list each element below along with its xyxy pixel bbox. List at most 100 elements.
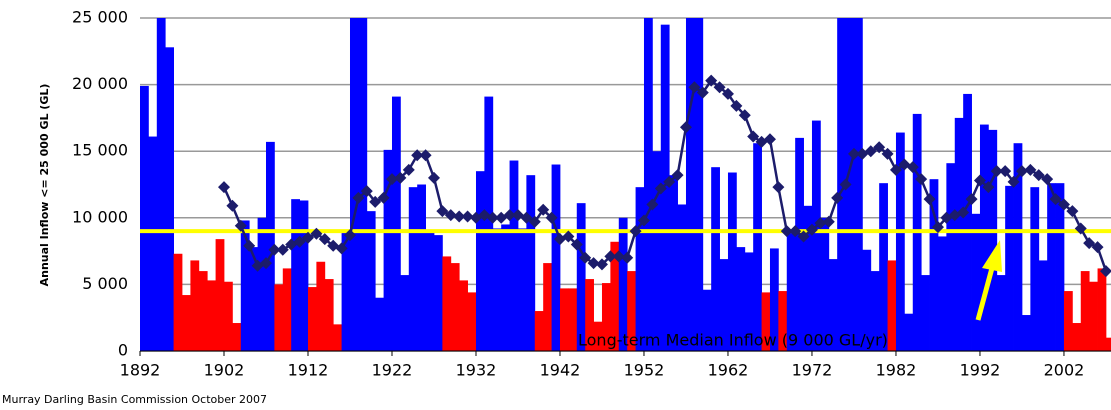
marker [906,161,919,174]
marker [217,181,230,194]
marker [411,149,424,162]
bar [173,253,183,351]
bar [501,224,510,351]
bar [568,288,578,351]
bar [223,281,233,351]
marker [713,81,726,94]
marker [1041,173,1054,186]
marker [831,191,844,204]
marker [721,87,734,100]
bar [946,163,956,351]
x-tick-label: 1932 [456,361,497,380]
marker [797,230,810,243]
x-tick-label: 1942 [540,361,581,380]
bar [610,241,620,351]
bar [517,228,527,351]
marker [730,99,743,112]
bar [467,292,477,351]
bar [627,271,636,351]
marker [427,171,440,184]
bar [736,247,746,351]
marker [310,227,323,240]
x-tick-label: 1962 [708,361,749,380]
bar [265,141,275,351]
median-label: Long-term Median Inflow (9 000 GL/yr) [578,331,888,350]
bar [1038,260,1048,351]
bar [996,275,1006,351]
marker [990,165,1003,178]
bar [921,275,930,351]
marker [1015,165,1028,178]
marker [696,86,709,99]
bar [459,280,468,351]
marker [461,210,474,223]
bar [803,205,813,351]
marker [394,171,407,184]
y-tick-label: 15 000 [72,141,128,160]
marker [763,133,776,146]
bar [156,18,166,351]
marker [276,243,289,256]
marker [293,235,306,248]
bar [1072,323,1082,351]
bar [543,263,552,351]
marker [931,221,944,234]
bar [341,231,351,351]
marker [1066,205,1079,218]
marker [629,225,642,238]
bar [559,288,569,351]
marker [780,225,793,238]
bar [1005,185,1014,351]
bar [585,279,594,351]
bar [786,231,796,351]
bar [291,199,300,351]
marker [1057,198,1070,211]
bar [383,149,393,351]
arrow-head [982,240,1002,272]
marker [873,141,886,154]
marker [915,173,928,186]
marker [562,230,575,243]
x-tick-label: 1982 [876,361,917,380]
bar [635,187,645,351]
bar [904,313,914,351]
bar [719,259,729,351]
bar [417,184,426,351]
marker [226,199,239,212]
bar [1047,183,1056,351]
marker [537,203,550,216]
bar [400,275,410,351]
bar [190,260,200,351]
source: Murray Darling Basin Commission October … [2,393,267,406]
marker [1083,237,1096,250]
marker [957,206,970,219]
marker [671,169,684,182]
bar [769,248,779,351]
marker [973,174,986,187]
marker [243,239,256,252]
arrow-shaft [975,267,995,321]
marker [654,182,667,195]
bar [375,297,384,351]
marker [965,193,978,206]
bar [140,85,149,351]
bar [333,324,342,351]
x-tick-label: 1892 [120,361,161,380]
bar [232,323,242,351]
y-tick-label: 0 [118,341,128,360]
marker [814,217,827,230]
marker [369,195,382,208]
bar [669,175,678,351]
bar [862,249,872,351]
bar [1063,291,1073,351]
bar [727,172,737,351]
bar [795,137,804,351]
marker [688,81,701,94]
bar [442,256,452,351]
marker [545,211,558,224]
bar [282,268,292,351]
bars [140,18,1111,352]
bar [895,132,905,351]
marker [1032,169,1045,182]
marker [343,229,356,242]
